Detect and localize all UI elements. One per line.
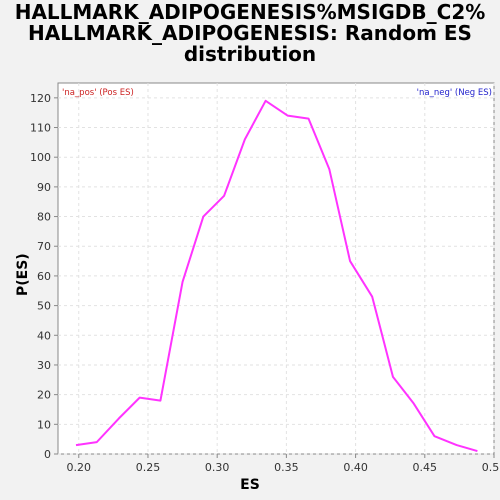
y-tick-label: 50 [37, 300, 51, 313]
plot-area [57, 82, 495, 455]
y-tick-label: 70 [37, 240, 51, 253]
x-tick-label: 0.40 [343, 461, 368, 474]
x-tick-label: 0.35 [274, 461, 299, 474]
series-line [75, 99, 478, 452]
y-tick-label: 0 [44, 448, 51, 461]
y-tick-label: 10 [37, 418, 51, 431]
legend-neg-label: 'na_neg' (Neg ES) [417, 88, 492, 98]
y-tick-label: 90 [37, 181, 51, 194]
x-tick-label: 0.45 [413, 461, 438, 474]
y-tick-label: 60 [37, 270, 51, 283]
y-axis-label: P(ES) [15, 253, 31, 296]
x-tick-label: 0.20 [67, 461, 92, 474]
chart-title-line-3: distribution [183, 42, 317, 66]
chart-title: HALLMARK_ADIPOGENESIS%MSIGDB_C2% HALLMAR… [0, 2, 500, 65]
y-tick-label: 110 [30, 122, 51, 135]
x-tick-label: 0.25 [136, 461, 161, 474]
y-tick-label: 120 [30, 92, 51, 105]
x-tick-label: 0.50 [482, 461, 500, 474]
x-tick-label: 0.30 [205, 461, 230, 474]
y-tick-label: 40 [37, 329, 51, 342]
chart-title-line-1: HALLMARK_ADIPOGENESIS%MSIGDB_C2% [14, 0, 486, 24]
legend-pos-label: 'na_pos' (Pos ES) [62, 88, 134, 98]
y-tick-label: 20 [37, 389, 51, 402]
y-tick-label: 80 [37, 211, 51, 224]
y-tick-label: 100 [30, 151, 51, 164]
chart-title-line-2: HALLMARK_ADIPOGENESIS: Random ES [28, 21, 472, 45]
y-tick-label: 30 [37, 359, 51, 372]
x-axis-label: ES [240, 477, 260, 493]
